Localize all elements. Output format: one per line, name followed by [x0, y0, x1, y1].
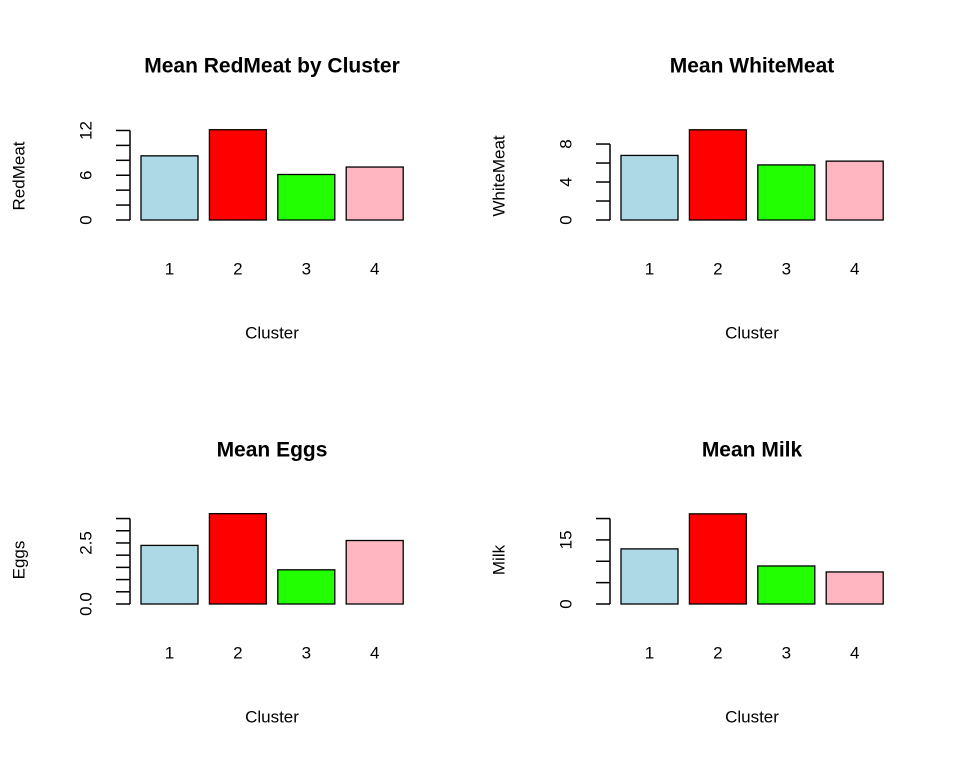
x-tick-label: 1 — [645, 643, 654, 662]
bar — [277, 569, 336, 605]
bar — [208, 129, 268, 221]
bar — [140, 155, 199, 221]
bar — [825, 160, 884, 221]
x-tick-label: 2 — [233, 259, 242, 278]
y-tick-label: 0 — [556, 599, 575, 608]
y-tick-label: 6 — [76, 171, 95, 180]
x-axis-label: Cluster — [245, 707, 299, 726]
x-tick-label: 3 — [302, 643, 311, 662]
y-axis-label: Milk — [489, 544, 508, 575]
x-tick-label: 4 — [370, 259, 379, 278]
x-tick-label: 2 — [713, 643, 722, 662]
chart-title: Mean Eggs — [217, 439, 328, 462]
chart-title: Mean Milk — [702, 439, 803, 462]
x-tick-label: 3 — [782, 643, 791, 662]
y-tick-label: 8 — [556, 139, 575, 148]
bar — [757, 164, 816, 221]
x-tick-label: 4 — [370, 643, 379, 662]
y-tick-label: 0 — [556, 215, 575, 224]
y-tick-label: 0 — [76, 215, 95, 224]
bar — [825, 571, 884, 605]
bar — [140, 544, 199, 605]
x-axis-label: Cluster — [725, 707, 779, 726]
y-tick-label: 2.5 — [76, 531, 95, 555]
bar — [345, 166, 404, 221]
x-tick-label: 1 — [645, 259, 654, 278]
x-axis-label: Cluster — [725, 323, 779, 342]
x-tick-label: 3 — [302, 259, 311, 278]
x-tick-label: 4 — [850, 643, 859, 662]
x-tick-label: 2 — [713, 259, 722, 278]
y-tick-label: 4 — [556, 177, 575, 186]
x-tick-label: 4 — [850, 259, 859, 278]
y-axis-label: RedMeat — [9, 141, 28, 210]
x-tick-label: 2 — [233, 643, 242, 662]
y-tick-label: 15 — [556, 530, 575, 549]
bar — [345, 539, 404, 605]
y-axis-label: WhiteMeat — [489, 135, 508, 217]
x-tick-label: 3 — [782, 259, 791, 278]
x-axis-label: Cluster — [245, 323, 299, 342]
bar — [620, 548, 679, 605]
chart-title: Mean RedMeat by Cluster — [144, 55, 400, 78]
bar — [688, 513, 748, 605]
x-tick-label: 1 — [165, 259, 174, 278]
bar — [208, 513, 268, 605]
y-tick-label: 0.0 — [76, 592, 95, 616]
bar — [688, 129, 748, 221]
y-tick-label: 12 — [76, 121, 95, 140]
bar — [277, 173, 336, 221]
y-axis-label: Eggs — [9, 541, 28, 580]
x-tick-label: 1 — [165, 643, 174, 662]
bar — [757, 565, 816, 605]
chart-title: Mean WhiteMeat — [670, 55, 835, 78]
bar — [620, 154, 679, 221]
